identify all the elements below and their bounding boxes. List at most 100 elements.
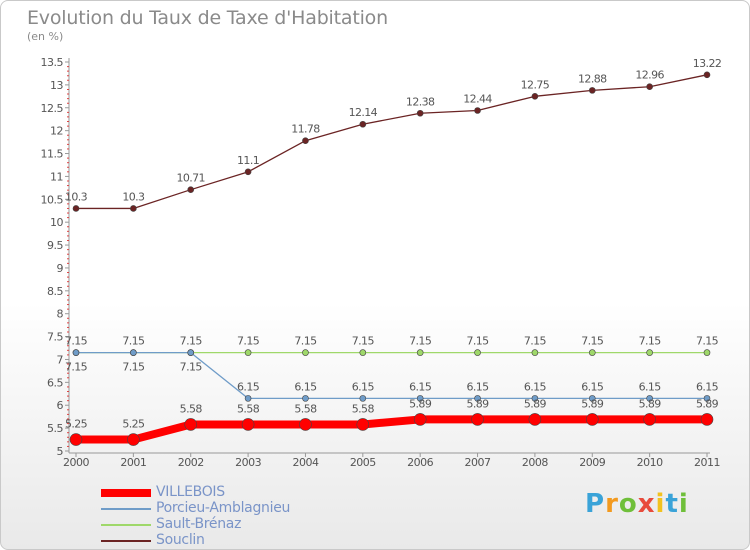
data-label: 6.15 [294,380,317,393]
logo-letter: x [637,489,656,519]
data-label: 5.25 [65,418,88,431]
series-line-souclin [76,74,708,210]
data-label: 10.3 [65,190,88,203]
data-point [244,168,252,176]
data-label: 5.58 [294,402,317,415]
y-tick-label: 9.5 [47,239,63,252]
data-label: 7.15 [639,335,662,348]
data-label: 12.38 [406,95,435,108]
data-point [359,395,367,402]
x-tick-label: 2000 [63,456,89,469]
data-label: 6.15 [524,380,547,393]
data-point [187,186,195,193]
data-label: 5.58 [352,402,375,415]
legend-label: VILLEBOIS [156,484,225,500]
data-label: 12.14 [349,106,378,119]
data-label: 5.89 [409,397,432,410]
data-label: 5.89 [524,397,547,410]
x-tick-label: 2006 [407,456,433,469]
y-tick-label: 13.5 [41,56,64,69]
data-point [356,418,370,431]
data-point [130,349,137,356]
chart-title: Evolution du Taux de Taxe d'Habitation [27,7,388,29]
data-label: 7.15 [237,335,260,348]
data-label: 13.22 [693,57,722,70]
data-label: 7.15 [122,361,145,374]
data-point [474,107,481,114]
data-label: 6.15 [639,380,662,393]
y-tick-label: 5 [57,445,64,458]
data-label: 7.15 [581,335,604,348]
data-label: 5.89 [639,397,662,410]
data-label: 7.15 [294,335,317,348]
data-point [703,349,711,356]
data-point [187,349,195,356]
data-label: 6.15 [352,380,375,393]
data-label: 7.15 [180,335,203,348]
data-point [244,349,252,356]
data-point [703,395,711,402]
logo-letter: P [585,489,606,519]
data-label: 12.75 [521,78,550,91]
data-label: 6.15 [466,380,489,393]
data-label: 10.71 [176,172,205,185]
legend-swatch [101,540,151,542]
data-point [531,349,539,356]
legend-swatch [101,508,151,510]
y-tick-label: 10.5 [41,193,64,206]
data-label: 5.89 [466,397,489,410]
data-point [528,413,542,426]
y-tick-label: 11 [50,170,63,183]
data-label: 6.15 [409,380,432,393]
x-tick-label: 2002 [178,456,204,469]
data-label: 7.15 [466,335,489,348]
series-line-porcieu-amblagnieu [76,351,707,400]
data-label: 5.58 [180,402,203,415]
data-point [302,349,309,356]
data-point [359,120,367,128]
data-point [585,413,599,426]
y-tick-label: 10 [50,216,63,229]
data-point [72,205,80,212]
y-tick-label: 12.5 [41,102,64,115]
y-tick-label: 6.5 [47,376,63,389]
data-point [588,87,596,94]
data-label: 10.3 [122,190,145,203]
data-label: 11.78 [291,123,320,136]
data-label: 12.88 [578,72,607,85]
data-label: 6.15 [581,380,604,393]
data-label: 5.89 [581,397,604,410]
x-tick-label: 2004 [292,456,318,469]
data-point [416,349,424,356]
legend-label: Souclin [156,532,205,548]
y-tick-label: 6 [57,399,64,412]
x-tick-label: 2007 [465,456,491,469]
y-tick-label: 7.5 [47,331,63,344]
data-label: 6.15 [696,380,719,393]
data-point [646,349,653,356]
legend-label: Porcieu-Amblagnieu [156,500,291,516]
logo-letter: i [678,489,689,519]
y-tick-label: 7 [57,353,64,366]
data-point [703,71,711,79]
data-point [413,413,427,426]
data-label: 7.15 [65,335,88,348]
logo-letter: i [655,489,666,519]
y-tick-label: 12 [50,125,63,138]
y-tick-label: 9 [57,262,64,275]
series-line-villebois [76,415,707,444]
data-point [130,205,137,212]
data-point [646,395,653,402]
data-label: 7.15 [696,335,719,348]
x-tick-label: 2008 [522,456,548,469]
data-point [700,413,714,426]
data-point [302,395,309,402]
data-point [588,395,596,402]
proxiti-logo: Proxiti [585,489,689,519]
y-tick-label: 8.5 [47,285,63,298]
data-label: 7.15 [180,361,203,374]
data-label: 12.44 [463,93,492,106]
data-point [588,349,596,356]
